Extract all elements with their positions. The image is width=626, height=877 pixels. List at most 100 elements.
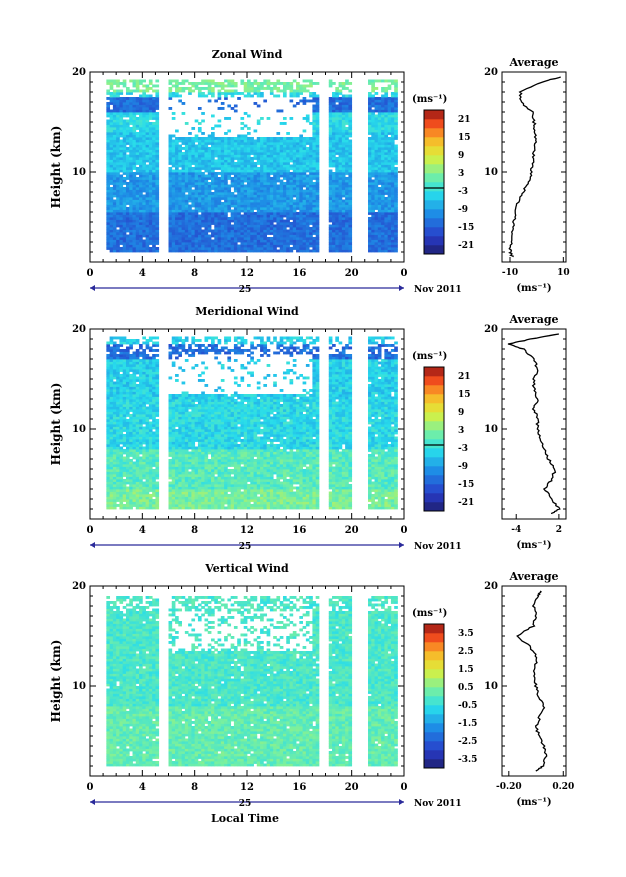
heatmap-cell [110,474,114,477]
heatmap-cell [303,160,307,163]
heatmap-cell [267,175,271,178]
heatmap-cell [388,225,392,228]
heatmap-cell [119,354,123,357]
heatmap-cell [391,100,395,103]
heatmap-cell [293,237,297,240]
heatmap-cell [106,422,110,425]
heatmap-cell [329,247,333,250]
heatmap-cell [195,167,199,170]
heatmap-cell [116,377,120,380]
heatmap-cell [247,235,251,238]
heatmap-cell [283,82,287,85]
heatmap-cell [152,107,156,110]
heatmap-cell [113,384,117,387]
heatmap-cell [110,120,114,123]
heatmap-cell [119,142,123,145]
heatmap-cell [283,250,287,253]
heatmap-cell [368,82,372,85]
heatmap-cell [195,222,199,225]
heatmap-cell [384,222,388,225]
heatmap-cell [280,140,284,143]
heatmap-cell [208,165,212,168]
heatmap-cell [378,110,382,113]
heatmap-cell [391,110,395,113]
heatmap-cell [276,132,280,135]
heatmap-cell [126,140,130,143]
heatmap-cell [231,212,235,215]
heatmap-cell [329,127,333,130]
heatmap-cell [142,127,146,130]
heatmap-cell [329,152,333,155]
heatmap-cell [106,165,110,168]
heatmap-cell [371,242,375,245]
heatmap-cell [129,107,133,110]
heatmap-cell [299,230,303,233]
heatmap-cell [293,170,297,173]
heatmap-cell [119,437,123,440]
heatmap-cell [227,227,231,230]
heatmap-cell [113,392,117,395]
heatmap-cell [312,182,316,185]
heatmap-cell [309,157,313,160]
heatmap-cell [198,235,202,238]
heatmap-cell [348,100,352,103]
heatmap-cell [290,147,294,150]
heatmap-cell [123,135,127,138]
heatmap-cell [384,215,388,218]
heatmap-cell [348,122,352,125]
heatmap-cell [391,185,395,188]
heatmap-cell [286,177,290,180]
heatmap-cell [188,217,192,220]
heatmap-cell [208,85,212,88]
heatmap-cell [371,137,375,140]
heatmap-cell [123,352,127,355]
heatmap-cell [110,140,114,143]
heatmap-cell [113,374,117,377]
heatmap-cell [237,197,241,200]
heatmap-cell [293,145,297,148]
heatmap-cell [244,200,248,203]
heatmap-cell [116,237,120,240]
heatmap-cell [247,245,251,248]
heatmap-cell [201,165,205,168]
heatmap-cell [149,187,153,190]
heatmap-cell [198,247,202,250]
heatmap-cell [221,165,225,168]
heatmap-cell [119,215,123,218]
heatmap-cell [110,394,114,397]
heatmap-cell [195,242,199,245]
heatmap-cell [106,499,110,502]
heatmap-cell [335,137,339,140]
heatmap-cell [224,182,228,185]
heatmap-cell [391,200,395,203]
heatmap-cell [348,107,352,110]
heatmap-cell [178,237,182,240]
heatmap-cell [378,227,382,230]
heatmap-cell [133,230,137,233]
heatmap-cell [267,240,271,243]
heatmap-cell [208,250,212,253]
heatmap-cell [172,95,176,98]
heatmap-cell [348,112,352,115]
heatmap-cell [273,145,277,148]
heatmap-cell [227,172,231,175]
heatmap-cell [142,150,146,153]
heatmap-cell [250,190,254,193]
heatmap-cell [329,175,333,178]
heatmap-cell [214,142,218,145]
heatmap-cell [155,147,159,150]
heatmap-cell [155,200,159,203]
heatmap-cell [257,155,261,158]
heatmap-cell [169,145,173,148]
heatmap-cell [391,82,395,85]
heatmap-cell [384,190,388,193]
heatmap-cell [221,240,225,243]
heatmap-cell [116,125,120,128]
colorbar-segment [424,236,444,245]
heatmap-cell [247,85,251,88]
heatmap-cell [312,185,316,188]
heatmap-cell [116,417,120,420]
heatmap-cell [201,215,205,218]
heatmap-cell [136,205,140,208]
heatmap-cell [106,175,110,178]
